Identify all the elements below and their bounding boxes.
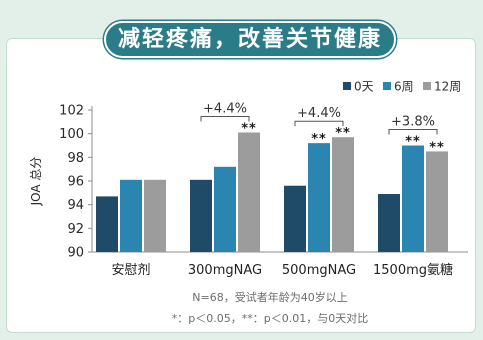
significance-mark: ** bbox=[429, 140, 445, 155]
y-tick-label: 98 bbox=[67, 151, 84, 166]
bar-cat3-series2 bbox=[426, 151, 448, 252]
y-tick-label: 94 bbox=[67, 198, 84, 213]
significance-mark: ** bbox=[405, 135, 421, 150]
bar-cat0-series2 bbox=[144, 179, 166, 252]
y-axis-title: JOA 总分 bbox=[29, 157, 43, 207]
legend-label: 12周 bbox=[434, 80, 461, 94]
bar-cat1-series0 bbox=[190, 179, 212, 252]
bar-cat2-series2 bbox=[332, 137, 354, 252]
change-percent-label: +3.8% bbox=[391, 115, 435, 130]
bar-cat2-series0 bbox=[284, 185, 306, 252]
significance-mark: ** bbox=[335, 126, 351, 141]
significance-mark: ** bbox=[241, 121, 257, 136]
bar-cat0-series1 bbox=[120, 179, 142, 252]
comparison-brackets: +4.4% +4.4% +3.8% bbox=[200, 101, 438, 135]
comparison-bracket bbox=[388, 129, 438, 135]
change-percent-label: +4.4% bbox=[297, 106, 341, 121]
significance-marks: ** ** ** ** ** bbox=[241, 121, 445, 155]
y-tick-label: 90 bbox=[67, 246, 84, 261]
change-percent-label: +4.4% bbox=[203, 101, 247, 116]
bar-cat1-series1 bbox=[214, 166, 236, 252]
legend-label: 0天 bbox=[354, 80, 374, 94]
x-category-label: 300mgNAG bbox=[188, 263, 262, 278]
bar-cat2-series1 bbox=[308, 143, 330, 252]
legend-swatch bbox=[383, 82, 391, 90]
y-tick-label: 96 bbox=[67, 175, 84, 190]
y-tick-label: 92 bbox=[67, 222, 84, 237]
bar-cat3-series1 bbox=[402, 145, 424, 252]
comparison-bracket bbox=[294, 120, 344, 127]
bar-cat0-series0 bbox=[96, 196, 118, 252]
chart-title: 减轻疼痛，改善关节健康 bbox=[104, 21, 396, 58]
footnote: *：p＜0.05，**：p＜0.01，与0天对比 bbox=[172, 311, 368, 325]
bar-cat3-series0 bbox=[378, 194, 400, 252]
significance-mark: ** bbox=[311, 132, 327, 147]
bars bbox=[96, 132, 448, 252]
bar-cat1-series2 bbox=[238, 132, 260, 252]
footnote: N=68，受试者年龄为40岁以上 bbox=[192, 290, 347, 304]
y-tick-label: 102 bbox=[59, 104, 84, 119]
y-tick-label: 100 bbox=[59, 127, 84, 142]
legend-label: 6周 bbox=[394, 80, 414, 94]
x-category-label: 500mgNAG bbox=[282, 263, 356, 278]
x-category-label: 安慰剂 bbox=[111, 263, 150, 278]
legend: 0天 6周 12周 bbox=[343, 80, 461, 94]
legend-swatch bbox=[423, 82, 431, 90]
x-category-label: 1500mg氨糖 bbox=[373, 262, 453, 278]
footnotes: N=68，受试者年龄为40岁以上 *：p＜0.05，**：p＜0.01，与0天对比 bbox=[172, 290, 368, 325]
comparison-bracket bbox=[200, 115, 250, 122]
legend-swatch bbox=[343, 82, 351, 90]
